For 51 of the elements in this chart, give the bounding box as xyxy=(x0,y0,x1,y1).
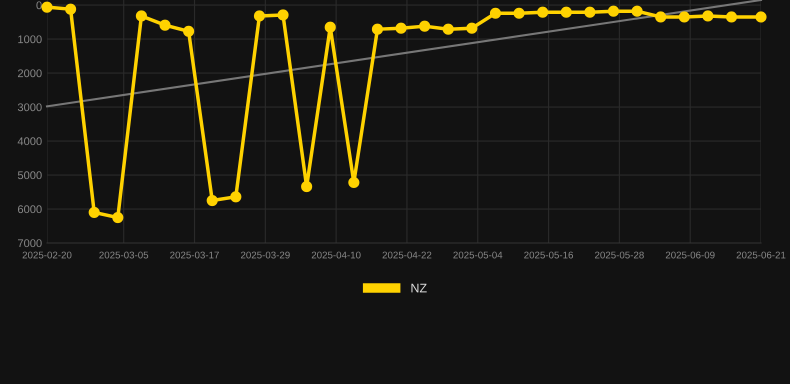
point xyxy=(655,11,666,23)
y-tick-label: 1000 xyxy=(18,35,42,44)
y-tick-label: 3000 xyxy=(18,103,42,112)
x-tick-label: 2025-05-04 xyxy=(453,252,502,258)
point xyxy=(136,10,147,22)
point xyxy=(230,191,242,202)
x-tick-label: 2025-04-10 xyxy=(312,252,361,258)
point xyxy=(206,194,218,206)
point xyxy=(632,6,643,17)
point xyxy=(372,24,383,35)
y-tick-label: 0 xyxy=(36,1,42,10)
point xyxy=(254,10,265,22)
y-tick-label: 6000 xyxy=(18,205,42,214)
point xyxy=(112,212,124,224)
point xyxy=(584,6,596,18)
y-tick-label: 5000 xyxy=(18,171,42,180)
x-tick-label: 2025-03-05 xyxy=(99,252,148,258)
point xyxy=(41,2,53,13)
point xyxy=(537,6,548,18)
point xyxy=(678,11,690,23)
x-tick-label: 2025-03-29 xyxy=(240,252,290,258)
x-tick-label: 2025-06-09 xyxy=(666,252,715,258)
point xyxy=(88,206,100,218)
point xyxy=(726,11,738,23)
point xyxy=(348,176,360,188)
point xyxy=(702,10,714,22)
point xyxy=(466,22,478,34)
point xyxy=(419,20,430,32)
x-tick-label: 2025-05-28 xyxy=(595,252,644,258)
x-tick-label: 2025-06-21 xyxy=(736,252,786,258)
y-tick-label: 2000 xyxy=(18,69,42,78)
point xyxy=(277,9,289,21)
x-tick-label: 2025-03-17 xyxy=(170,252,219,258)
x-tick-label: 2025-05-16 xyxy=(524,252,574,258)
point xyxy=(442,24,454,35)
point xyxy=(490,8,502,19)
x-tick-label: 2025-04-22 xyxy=(382,252,432,258)
y-tick-label: 4000 xyxy=(18,137,42,146)
point xyxy=(608,6,620,17)
x-tick-label: 2025-02-20 xyxy=(22,252,72,258)
point xyxy=(324,22,336,33)
point xyxy=(755,11,767,23)
legend-label: NZ xyxy=(411,284,427,292)
point xyxy=(183,26,194,37)
y-tick-label: 7000 xyxy=(18,239,42,248)
point xyxy=(560,6,572,18)
point xyxy=(514,8,525,19)
point xyxy=(395,22,407,34)
point xyxy=(65,4,76,15)
point xyxy=(159,20,171,31)
point xyxy=(301,181,312,192)
